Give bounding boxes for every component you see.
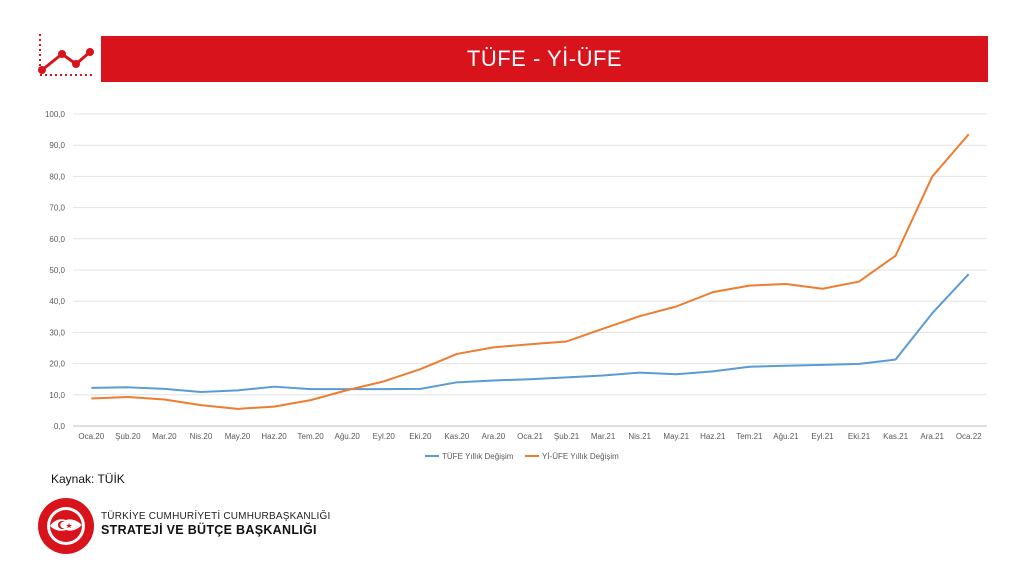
x-tick-label: Nis.20 — [190, 432, 213, 441]
series-line-2 — [91, 133, 970, 410]
y-tick-label: 10,0 — [49, 391, 65, 400]
y-tick-label: 30,0 — [49, 328, 65, 337]
x-tick-label: Eki.20 — [409, 432, 432, 441]
x-tick-label: Şub.21 — [554, 432, 580, 441]
institution-seal-logo — [38, 498, 94, 554]
trend-chart-icon — [38, 34, 94, 76]
y-tick-label: 0,0 — [54, 422, 66, 431]
legend-label: TÜFE Yıllık Değişim — [442, 452, 514, 461]
x-tick-label: Eyl.20 — [373, 432, 396, 441]
x-tick-label: Haz.21 — [700, 432, 726, 441]
x-tick-label: May.20 — [225, 432, 251, 441]
x-tick-label: Eki.21 — [848, 432, 871, 441]
page-title: TÜFE - Yİ-ÜFE — [101, 36, 988, 82]
y-tick-label: 80,0 — [49, 172, 65, 181]
x-tick-label: Oca.22 — [956, 432, 982, 441]
org-name-line1: TÜRKİYE CUMHURİYETİ CUMHURBAŞKANLIĞI — [101, 511, 331, 522]
y-tick-label: 70,0 — [49, 204, 65, 213]
x-tick-label: Mar.20 — [152, 432, 177, 441]
x-tick-label: Ara.21 — [920, 432, 944, 441]
y-tick-label: 60,0 — [49, 235, 65, 244]
org-name-line2: STRATEJİ VE BÜTÇE BAŞKANLIĞI — [101, 523, 317, 537]
x-tick-label: Şub.20 — [115, 432, 141, 441]
x-tick-label: Nis.21 — [628, 432, 651, 441]
legend-label: Yİ-ÜFE Yıllık Değişim — [542, 452, 619, 461]
x-tick-label: Mar.21 — [591, 432, 616, 441]
x-tick-label: Oca.20 — [78, 432, 104, 441]
x-tick-label: Tem.20 — [298, 432, 325, 441]
x-tick-label: May.21 — [663, 432, 689, 441]
line-chart: 0,0 10,0 20,0 30,0 40,0 50,0 60,0 70,0 80,0 90,0 1… — [45, 110, 987, 461]
x-axis-ticks: Oca.20 Şub.20 Mar.20 Nis.20 May.20 Haz.20 Tem.… — [78, 432, 982, 441]
y-tick-label: 40,0 — [49, 297, 65, 306]
series-line-1 — [91, 273, 970, 393]
chart-legend: TÜFE Yıllık Değişim Yİ-ÜFE Yıllık Değişim — [425, 452, 619, 461]
x-tick-label: Ağu.21 — [773, 432, 799, 441]
x-tick-label: Kas.20 — [444, 432, 469, 441]
x-tick-label: Oca.21 — [517, 432, 543, 441]
x-tick-label: Haz.20 — [261, 432, 287, 441]
chart-series — [91, 133, 970, 410]
y-tick-label: 20,0 — [49, 360, 65, 369]
y-tick-label: 100,0 — [45, 110, 66, 119]
x-tick-label: Ara.20 — [482, 432, 506, 441]
source-note: Kaynak: TÜİK — [51, 472, 125, 486]
x-tick-label: Kas.21 — [883, 432, 908, 441]
y-axis-ticks: 0,0 10,0 20,0 30,0 40,0 50,0 60,0 70,0 80,0 90,0 1… — [45, 110, 66, 431]
y-tick-label: 50,0 — [49, 266, 65, 275]
y-tick-label: 90,0 — [49, 141, 65, 150]
x-tick-label: Eyl.21 — [811, 432, 834, 441]
x-tick-label: Tem.21 — [736, 432, 763, 441]
x-tick-label: Ağu.20 — [335, 432, 361, 441]
page-title-text: TÜFE - Yİ-ÜFE — [466, 46, 623, 71]
